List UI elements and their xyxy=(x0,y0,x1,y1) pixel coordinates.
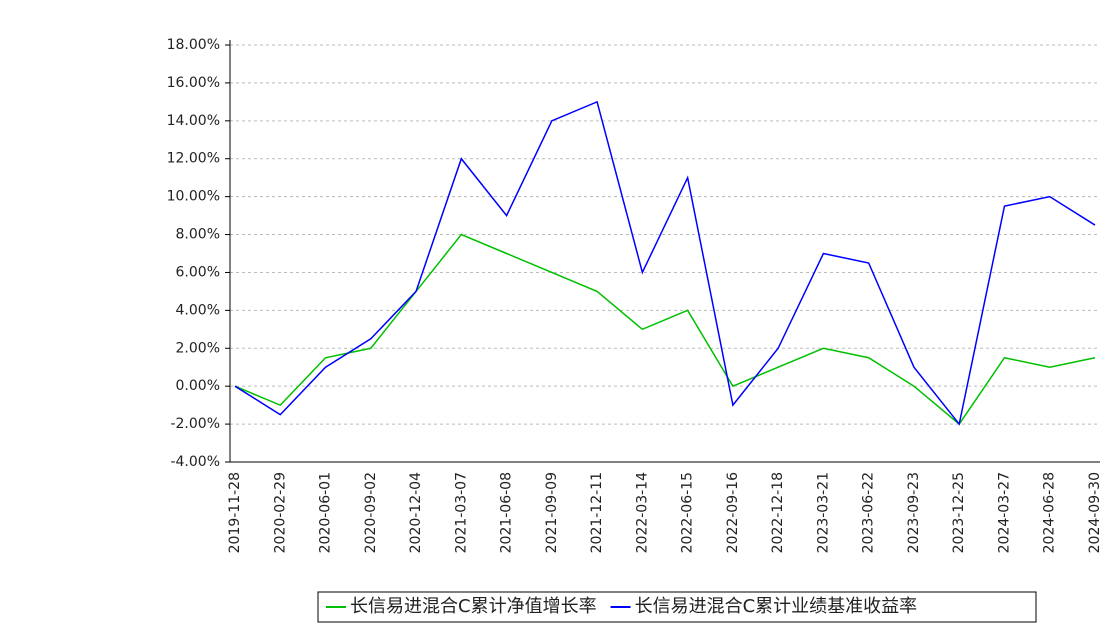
x-tick-label: 2021-03-07 xyxy=(453,472,469,553)
x-tick-label: 2024-09-30 xyxy=(1087,472,1103,553)
x-tick-label: 2021-06-08 xyxy=(499,472,515,553)
y-tick-label: 0.00% xyxy=(176,378,220,394)
y-tick-label: 14.00% xyxy=(167,113,220,129)
y-tick-label: -2.00% xyxy=(170,416,220,432)
x-tick-label: 2023-09-23 xyxy=(906,472,922,553)
x-tick-label: 2022-03-14 xyxy=(634,472,650,553)
x-tick-label: 2020-06-01 xyxy=(318,472,334,553)
x-tick-label: 2020-02-29 xyxy=(272,472,288,553)
legend-label: 长信易进混合C累计业绩基准收益率 xyxy=(635,596,918,617)
y-tick-label: -4.00% xyxy=(170,454,220,470)
x-tick-label: 2024-03-27 xyxy=(996,472,1012,553)
x-tick-label: 2023-12-25 xyxy=(951,472,967,553)
legend-label: 长信易进混合C累计净值增长率 xyxy=(350,596,597,617)
y-tick-label: 8.00% xyxy=(176,227,220,243)
x-tick-label: 2024-06-28 xyxy=(1042,472,1058,553)
x-tick-label: 2020-12-04 xyxy=(408,472,424,553)
y-tick-label: 12.00% xyxy=(167,151,220,167)
series-line xyxy=(235,235,1095,425)
x-tick-label: 2020-09-02 xyxy=(363,472,379,553)
x-tick-label: 2023-03-21 xyxy=(815,472,831,553)
x-tick-label: 2019-11-28 xyxy=(227,472,243,553)
series-line xyxy=(235,102,1095,424)
x-tick-label: 2023-06-22 xyxy=(861,472,877,553)
x-tick-label: 2022-09-16 xyxy=(725,472,741,553)
y-tick-label: 16.00% xyxy=(167,75,220,91)
y-tick-label: 4.00% xyxy=(176,302,220,318)
x-tick-label: 2021-12-11 xyxy=(589,472,605,553)
y-tick-label: 18.00% xyxy=(167,37,220,53)
x-tick-label: 2022-12-18 xyxy=(770,472,786,553)
x-tick-label: 2021-09-09 xyxy=(544,472,560,553)
x-tick-label: 2022-06-15 xyxy=(680,472,696,553)
y-tick-label: 10.00% xyxy=(167,189,220,205)
chart: -4.00% -2.00% 0.00% 2.00% 4.00% 6.00% 8.00% 10.… xyxy=(0,0,1109,624)
y-tick-label: 6.00% xyxy=(176,264,220,280)
y-tick-label: 2.00% xyxy=(176,340,220,356)
